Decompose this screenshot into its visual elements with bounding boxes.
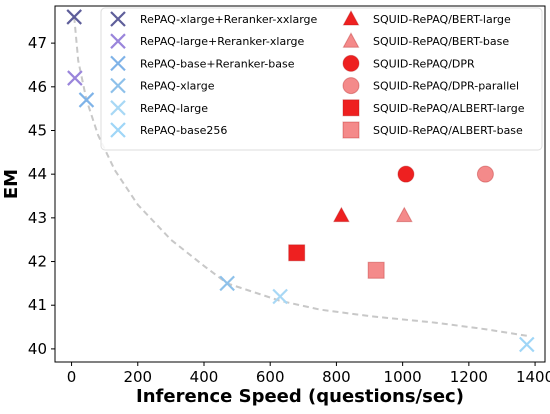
legend-label: SQUID-RePAQ/ALBERT-base: [373, 124, 523, 137]
legend-label: SQUID-RePAQ/ALBERT-large: [373, 102, 525, 115]
y-tick-label: 44: [28, 165, 47, 183]
data-point: [519, 336, 535, 353]
legend-marker: [110, 77, 126, 94]
y-tick-label: 41: [28, 296, 47, 314]
x-tick-label: 200: [123, 368, 152, 386]
legend: RePAQ-xlarge+Reranker-xxlarge RePAQ-large…: [100, 7, 543, 151]
x-tick-label: 800: [322, 368, 351, 386]
x-tick-label: 0: [67, 368, 77, 386]
y-tick-label: 47: [28, 34, 47, 52]
data-point: [66, 9, 82, 25]
legend-label: SQUID-RePAQ/BERT-large: [373, 13, 511, 26]
legend-label: RePAQ-xlarge: [140, 80, 215, 93]
y-tick-label: 46: [28, 78, 47, 96]
legend-marker: [342, 54, 360, 72]
x-tick-label: 400: [190, 368, 219, 386]
x-axis-title: Inference Speed (questions/sec): [136, 386, 464, 407]
legend-marker: [342, 32, 360, 48]
legend-marker: [110, 11, 126, 27]
trend-layer: [73, 16, 527, 337]
data-point: [367, 261, 385, 279]
legend-label: RePAQ-base+Reranker-base: [140, 57, 295, 70]
x-tick-label: 1000: [384, 368, 422, 386]
x-tick-label: 1400: [516, 368, 550, 386]
legend-label: RePAQ-xlarge+Reranker-xxlarge: [140, 13, 318, 26]
legend-label: SQUID-RePAQ/DPR-parallel: [373, 80, 519, 93]
trend-curve: [73, 16, 527, 337]
legend-label: RePAQ-base256: [140, 124, 227, 137]
data-point: [476, 165, 494, 183]
legend-label: SQUID-RePAQ/DPR: [373, 57, 475, 70]
x-tick-label: 1200: [450, 368, 488, 386]
y-tick-label: 45: [28, 121, 47, 139]
y-tick-label: 40: [28, 340, 47, 358]
data-point: [397, 165, 415, 183]
data-point: [78, 92, 95, 108]
legend-marker: [342, 77, 360, 95]
legend-label: SQUID-RePAQ/BERT-base: [373, 35, 509, 48]
legend-marker: [342, 9, 360, 26]
legend-box: [100, 7, 543, 151]
data-point: [288, 244, 306, 262]
data-point: [395, 206, 413, 223]
legend-marker: [110, 33, 126, 49]
legend-marker: [342, 99, 360, 117]
y-tick-label: 42: [28, 253, 47, 271]
legend-marker: [342, 121, 360, 139]
legend-label: RePAQ-large+Reranker-xlarge: [140, 35, 305, 48]
y-axis-title: EM: [1, 169, 22, 199]
legend-marker: [110, 122, 126, 138]
y-tick-label: 43: [28, 209, 47, 227]
x-tick-label: 600: [256, 368, 285, 386]
ticks-layer: 0 200 400 600 800 1000 1200 1400 40 41 42 43 44 45 46 4…: [28, 34, 550, 386]
points-layer: [66, 9, 535, 353]
data-point: [67, 70, 83, 86]
data-point: [272, 288, 288, 305]
legend-marker: [110, 100, 126, 116]
legend-marker: [110, 55, 126, 72]
legend-label: RePAQ-large: [140, 102, 208, 115]
data-point: [219, 275, 235, 292]
data-point: [332, 206, 350, 223]
plot-frame: [54, 5, 546, 363]
